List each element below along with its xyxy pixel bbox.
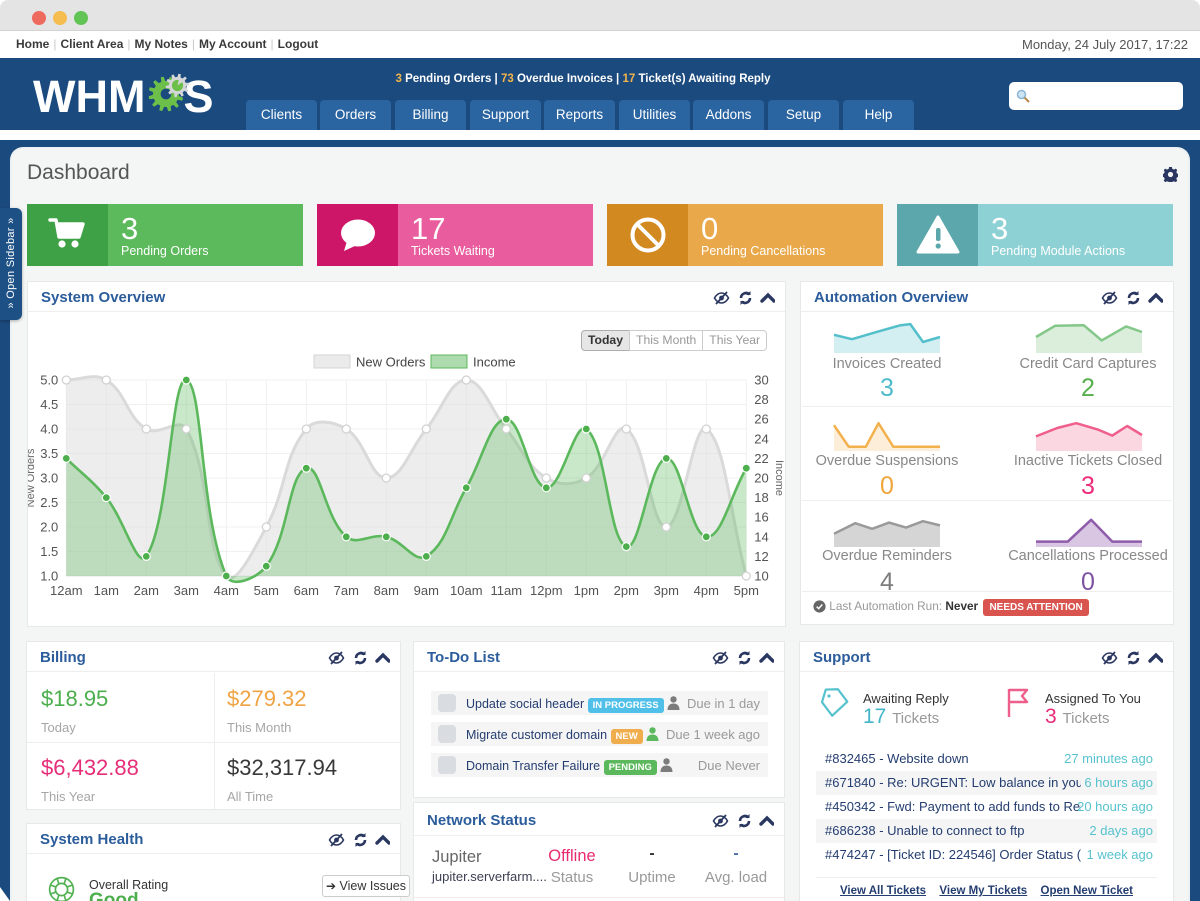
svg-text:3pm: 3pm [654, 583, 679, 598]
svg-text:24: 24 [754, 431, 768, 446]
svg-text:10am: 10am [450, 583, 483, 598]
svg-text:1.5: 1.5 [40, 544, 58, 559]
svg-text:10: 10 [754, 569, 768, 584]
svg-text:22: 22 [754, 451, 768, 466]
svg-text:20: 20 [754, 471, 768, 486]
svg-text:3.0: 3.0 [40, 471, 58, 486]
svg-text:New Orders: New Orders [356, 355, 426, 370]
svg-text:1am: 1am [94, 583, 119, 598]
svg-text:2pm: 2pm [614, 583, 639, 598]
svg-text:26: 26 [754, 412, 768, 427]
svg-text:6am: 6am [294, 583, 319, 598]
svg-text:2am: 2am [134, 583, 159, 598]
svg-text:5am: 5am [254, 583, 279, 598]
svg-text:2.0: 2.0 [40, 520, 58, 535]
svg-text:12am: 12am [50, 583, 83, 598]
svg-text:28: 28 [754, 392, 768, 407]
svg-text:Income: Income [473, 355, 516, 370]
svg-text:New Orders: New Orders [28, 448, 37, 507]
svg-text:5pm: 5pm [734, 583, 759, 598]
svg-text:7am: 7am [334, 583, 359, 598]
svg-text:18: 18 [754, 490, 768, 505]
svg-text:12pm: 12pm [530, 583, 563, 598]
svg-text:2.5: 2.5 [40, 495, 58, 510]
svg-text:11am: 11am [491, 583, 523, 598]
svg-text:5.0: 5.0 [40, 373, 58, 388]
svg-text:3.5: 3.5 [40, 446, 58, 461]
svg-text:16: 16 [754, 510, 768, 525]
svg-text:9am: 9am [414, 583, 439, 598]
svg-text:1.0: 1.0 [40, 569, 58, 584]
svg-text:4am: 4am [214, 583, 239, 598]
svg-text:3am: 3am [174, 583, 199, 598]
svg-text:12: 12 [754, 549, 768, 564]
svg-text:1pm: 1pm [574, 583, 599, 598]
svg-text:14: 14 [754, 529, 768, 544]
svg-text:8am: 8am [374, 583, 399, 598]
svg-text:30: 30 [754, 373, 768, 388]
svg-text:4.5: 4.5 [40, 397, 58, 412]
svg-text:Income: Income [773, 460, 785, 496]
svg-text:4pm: 4pm [694, 583, 719, 598]
svg-text:4.0: 4.0 [40, 422, 58, 437]
